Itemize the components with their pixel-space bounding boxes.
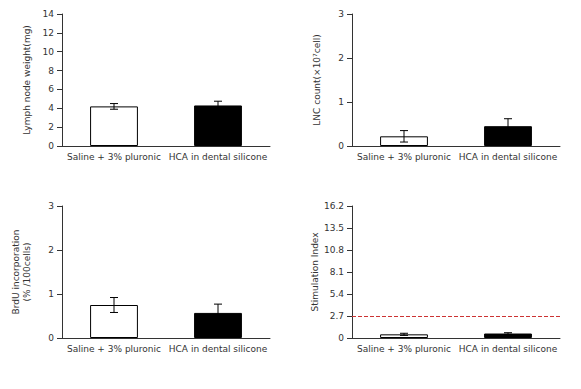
- svg-text:BrdU incorporation: BrdU incorporation: [11, 230, 21, 315]
- svg-text:HCA in dental silicone: HCA in dental silicone: [459, 152, 558, 162]
- svg-text:Stimulation Index: Stimulation Index: [310, 232, 320, 312]
- svg-text:10.8: 10.8: [324, 245, 344, 255]
- svg-text:2: 2: [48, 245, 54, 255]
- svg-text:6: 6: [48, 84, 54, 94]
- svg-text:0: 0: [48, 333, 54, 343]
- svg-text:2: 2: [338, 53, 344, 63]
- svg-text:Saline + 3% pluronic: Saline + 3% pluronic: [357, 152, 451, 162]
- svg-text:3: 3: [338, 9, 344, 19]
- svg-text:0: 0: [338, 333, 344, 343]
- svg-text:Saline + 3% pluronic: Saline + 3% pluronic: [67, 344, 161, 354]
- svg-text:2: 2: [48, 122, 54, 132]
- svg-text:16.2: 16.2: [324, 201, 344, 211]
- svg-text:Saline + 3% pluronic: Saline + 3% pluronic: [357, 344, 451, 354]
- svg-text:0: 0: [48, 141, 54, 151]
- svg-text:14: 14: [43, 9, 55, 19]
- svg-text:8.1: 8.1: [330, 267, 344, 277]
- svg-text:12: 12: [43, 28, 54, 38]
- svg-text:13.5: 13.5: [324, 223, 344, 233]
- svg-text:0: 0: [338, 141, 344, 151]
- svg-text:4: 4: [48, 103, 54, 113]
- svg-text:HCA in dental silicone: HCA in dental silicone: [169, 152, 268, 162]
- svg-text:HCA in dental silicone: HCA in dental silicone: [459, 344, 558, 354]
- svg-text:(% /100cells): (% /100cells): [22, 243, 32, 302]
- svg-text:Saline + 3% pluronic: Saline + 3% pluronic: [67, 152, 161, 162]
- svg-text:1: 1: [338, 97, 344, 107]
- svg-text:HCA in dental silicone: HCA in dental silicone: [169, 344, 268, 354]
- svg-text:3: 3: [48, 201, 54, 211]
- svg-text:10: 10: [43, 47, 55, 57]
- svg-text:LNC count(×10⁷cell): LNC count(×10⁷cell): [312, 34, 322, 125]
- svg-text:Lymph node weight(mg): Lymph node weight(mg): [22, 25, 32, 135]
- svg-text:1: 1: [48, 289, 54, 299]
- svg-text:5.4: 5.4: [330, 289, 345, 299]
- svg-text:2.7: 2.7: [330, 311, 344, 321]
- svg-text:8: 8: [48, 66, 54, 76]
